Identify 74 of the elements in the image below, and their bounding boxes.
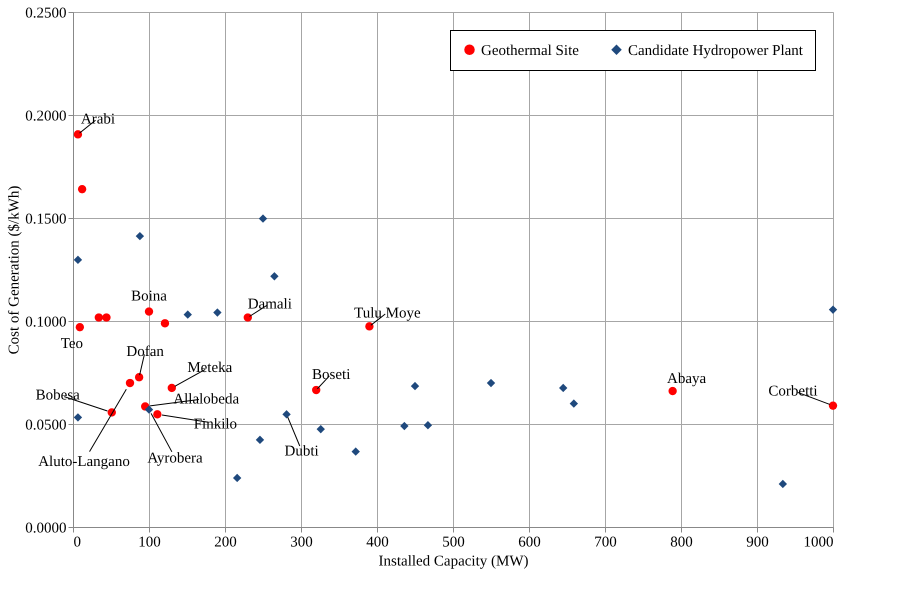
x-tick-label: 200 <box>214 534 237 550</box>
x-tick-label: 100 <box>138 534 161 550</box>
y-tick-label: 0.1500 <box>25 212 66 228</box>
annotation: Abaya <box>667 371 707 388</box>
y-tick-label: 0.2000 <box>25 108 66 124</box>
annotation: Finkilo <box>194 416 238 432</box>
point <box>213 308 222 317</box>
point <box>778 480 788 488</box>
annotation: Aluto-Langano <box>38 454 130 470</box>
x-tick-label: 900 <box>746 534 769 550</box>
point <box>828 305 838 314</box>
point <box>828 401 838 410</box>
legend-label: Candidate Hydropower Plant <box>628 42 804 59</box>
annotation: Meteka <box>187 360 233 376</box>
point <box>256 436 264 444</box>
legend-label: Geothermal Site <box>481 42 580 59</box>
point <box>312 386 320 394</box>
point <box>352 447 360 456</box>
point <box>74 130 82 139</box>
point <box>400 422 409 430</box>
point <box>126 378 134 388</box>
point <box>365 322 374 331</box>
point <box>153 410 162 418</box>
x-tick-label: 300 <box>290 534 313 550</box>
y-tick-label: 0.0000 <box>25 520 66 536</box>
x-tick-label: 700 <box>594 534 617 550</box>
annotation: Boseti <box>312 367 350 384</box>
annotation: Bobesa <box>36 387 80 404</box>
annotation: Corbetti <box>768 384 818 400</box>
point <box>168 384 176 392</box>
point <box>76 323 84 332</box>
x-tick-label: 0 <box>74 534 81 550</box>
point <box>244 313 252 322</box>
point <box>144 307 154 316</box>
annotation: Damali <box>248 296 292 312</box>
point <box>424 421 432 430</box>
point <box>258 214 268 223</box>
y-tick-label: 0.2500 <box>25 6 66 22</box>
point <box>184 310 192 319</box>
point <box>282 410 291 418</box>
point <box>94 313 104 322</box>
x-tick-label: 600 <box>518 534 541 550</box>
point <box>486 378 496 388</box>
annotation: Tulu Moye <box>354 305 422 322</box>
y-tick-label: 0.1000 <box>25 314 66 330</box>
point <box>559 384 568 392</box>
point <box>78 184 86 194</box>
point <box>144 405 154 414</box>
point <box>668 386 677 396</box>
x-axis-title: Installed Capacity (MW) <box>378 554 528 570</box>
x-tick-label: 1000 <box>804 534 834 550</box>
annotation: Dofan <box>126 344 164 360</box>
y-axis-title: Cost of Generation ($/kWh) <box>6 186 22 354</box>
x-tick-label: 800 <box>670 534 693 550</box>
point <box>410 382 420 390</box>
x-tick-label: 500 <box>442 534 465 550</box>
annotation: Boina <box>131 288 168 305</box>
point <box>570 399 578 408</box>
point <box>232 474 242 482</box>
point <box>74 256 82 264</box>
annotation: Dubti <box>284 443 319 460</box>
point <box>316 424 325 434</box>
y-tick-label: 0.0500 <box>25 418 66 434</box>
point <box>102 313 111 322</box>
x-tick-label: 400 <box>366 534 389 550</box>
annotation: Allalobeda <box>173 391 240 408</box>
annotation: Arabi <box>80 111 116 128</box>
annotation: Teo <box>60 336 83 352</box>
point <box>74 413 82 422</box>
annotation: Ayrobera <box>147 450 203 467</box>
point <box>270 272 279 280</box>
point <box>160 319 170 328</box>
point <box>134 373 144 382</box>
point <box>136 232 144 240</box>
